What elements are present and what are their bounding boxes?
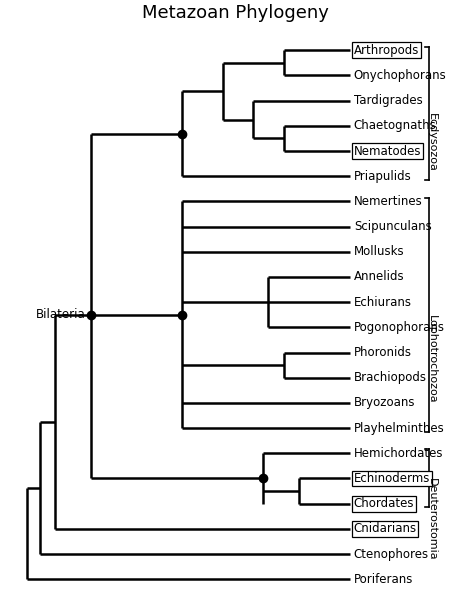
Text: Nematodes: Nematodes bbox=[354, 145, 421, 157]
Text: Deuterostomia: Deuterostomia bbox=[427, 478, 437, 561]
Text: Mollusks: Mollusks bbox=[354, 245, 404, 258]
Text: Scipunculans: Scipunculans bbox=[354, 220, 432, 233]
Text: Playhelminthes: Playhelminthes bbox=[354, 421, 445, 435]
Text: Tardigrades: Tardigrades bbox=[354, 94, 423, 107]
Text: Annelids: Annelids bbox=[354, 270, 404, 284]
Text: Ecdysozoa: Ecdysozoa bbox=[427, 113, 437, 172]
Text: Nemertines: Nemertines bbox=[354, 195, 423, 208]
Text: Onychophorans: Onychophorans bbox=[354, 69, 447, 82]
Text: Echiurans: Echiurans bbox=[354, 296, 412, 309]
Text: Chaetognaths: Chaetognaths bbox=[354, 120, 437, 132]
Text: Poriferans: Poriferans bbox=[354, 573, 413, 586]
Text: Bilateria: Bilateria bbox=[36, 308, 85, 322]
Text: Arthropods: Arthropods bbox=[354, 44, 419, 57]
Text: Priapulids: Priapulids bbox=[354, 169, 411, 183]
Text: Pogonophorans: Pogonophorans bbox=[354, 321, 445, 334]
Title: Metazoan Phylogeny: Metazoan Phylogeny bbox=[142, 4, 329, 22]
Text: Hemichordates: Hemichordates bbox=[354, 447, 443, 460]
Text: Echinoderms: Echinoderms bbox=[354, 472, 430, 485]
Text: Bryozoans: Bryozoans bbox=[354, 397, 415, 409]
Text: Ctenophores: Ctenophores bbox=[354, 548, 429, 561]
Text: Cnidarians: Cnidarians bbox=[354, 522, 417, 535]
Text: Lophotrochozoa: Lophotrochozoa bbox=[427, 315, 437, 403]
Text: Brachiopods: Brachiopods bbox=[354, 371, 427, 384]
Text: Chordates: Chordates bbox=[354, 497, 414, 510]
Text: Phoronids: Phoronids bbox=[354, 346, 412, 359]
